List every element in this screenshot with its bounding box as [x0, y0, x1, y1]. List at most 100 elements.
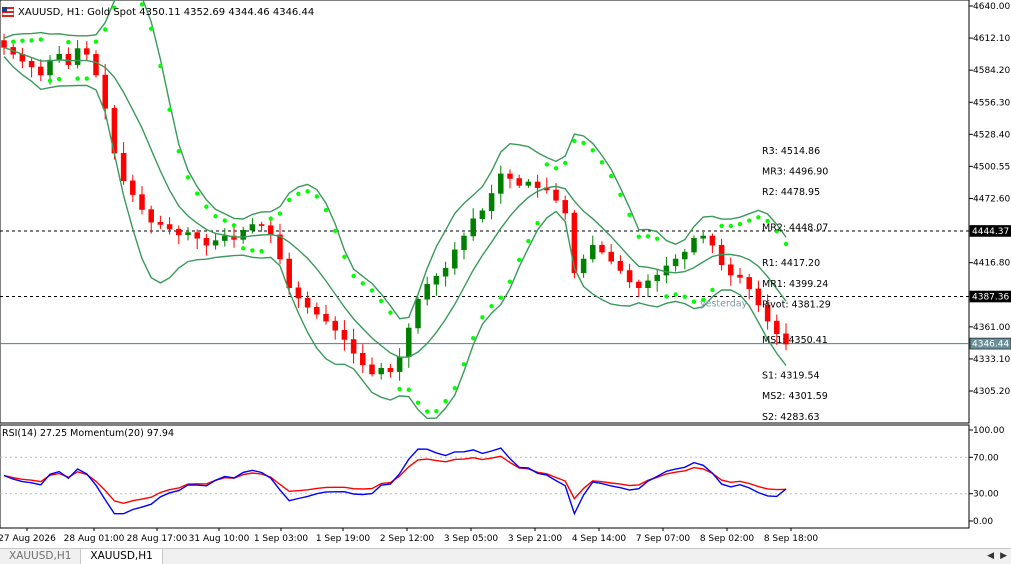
- time-axis-label: 3 Sep 05:00: [444, 534, 499, 544]
- main-frame: [0, 0, 970, 424]
- price-tag-4444: 4444.37: [972, 227, 1009, 237]
- sar-dot: [415, 400, 421, 405]
- candle-body: [479, 210, 486, 219]
- tab-xauusd-h1-first[interactable]: XAUUSD,H1: [0, 549, 82, 564]
- candle-body: [433, 275, 440, 285]
- candle-body: [38, 66, 44, 76]
- price-axis-label: 4305.20: [973, 387, 1010, 397]
- candle-body: [268, 225, 274, 236]
- sar-dot: [259, 248, 264, 254]
- price-axis-label: 4472.60: [973, 195, 1010, 205]
- symbol-info: XAUUSD, H1: Gold Spot 4350.11 4352.69 43…: [18, 6, 315, 18]
- tab-xauusd-h1-active[interactable]: XAUUSD,H1: [81, 549, 163, 564]
- sar-dot: [645, 234, 651, 239]
- scroll-right-icon[interactable]: ▶: [1000, 550, 1007, 561]
- candle-body: [65, 54, 72, 65]
- time-axis-label: 1 Sep 19:00: [316, 534, 371, 544]
- candle-body: [700, 235, 706, 239]
- candle-body: [28, 60, 35, 68]
- candle-body: [166, 224, 173, 230]
- sar-dot: [333, 228, 338, 234]
- price-tag-bid-bg: [969, 337, 1011, 350]
- sar-dot: [581, 140, 586, 146]
- candle-body: [130, 180, 136, 195]
- flag-icon: [1, 6, 15, 18]
- pivot-label: MR1: 4399.24: [762, 279, 828, 290]
- candle-body: [102, 74, 108, 109]
- candle-body: [534, 181, 541, 188]
- pivot-label: MR3: 4496.90: [762, 167, 828, 178]
- sar-dot: [158, 63, 163, 69]
- candle-body: [774, 320, 780, 334]
- sar-dot: [443, 398, 448, 404]
- candle-body: [488, 193, 495, 211]
- candle-body: [516, 178, 522, 186]
- time-axis-label: 28 Aug 01:00: [64, 534, 125, 544]
- sar-dot: [66, 39, 71, 45]
- candle-body: [746, 277, 752, 290]
- sar-dot: [728, 223, 733, 229]
- pivot-label: S2: 4283.63: [762, 412, 820, 423]
- oscillator-frame: [0, 424, 970, 529]
- candle-body: [755, 288, 762, 306]
- candle-body: [562, 200, 568, 214]
- sar-dot: [231, 223, 237, 228]
- candle-body: [378, 367, 384, 375]
- candle-body: [691, 238, 697, 253]
- sar-dot: [627, 212, 632, 218]
- sar-dot: [213, 214, 218, 219]
- osc-axis-label: 100.00: [973, 426, 1005, 436]
- chart-tabs: XAUUSD,H1 XAUUSD,H1: [0, 548, 1011, 564]
- sar-dot: [526, 238, 531, 244]
- scroll-left-icon[interactable]: ◀: [987, 550, 995, 561]
- price-axis-label: 4612.10: [973, 34, 1010, 44]
- sar-dot: [434, 409, 439, 414]
- candle-body: [194, 232, 200, 239]
- pivot-label: MS1: 4350.41: [762, 335, 828, 346]
- price-axis-label: 4584.20: [973, 66, 1010, 76]
- sar-dot: [287, 197, 292, 203]
- sar-dot: [590, 148, 595, 153]
- pivot-label: R1: 4417.20: [762, 258, 820, 269]
- sar-dot: [480, 315, 485, 320]
- time-axis-label: 2 Sep 12:00: [380, 534, 435, 544]
- time-axis-label: 4 Sep 14:00: [572, 534, 627, 544]
- price-axis-label: 4640.00: [973, 2, 1010, 12]
- sar-dot: [250, 248, 255, 253]
- chart-canvas[interactable]: 4640.00 4612.10 4584.20 4556.30 4528.40 4500.…: [0, 0, 1011, 548]
- candle-body: [369, 364, 375, 375]
- sar-dot: [737, 221, 743, 227]
- bollinger-lower: [3, 56, 787, 420]
- sar-dot: [618, 192, 623, 198]
- sar-dot: [425, 409, 430, 414]
- candle-body: [304, 297, 311, 308]
- sar-dot: [774, 229, 779, 234]
- sar-dot: [710, 287, 715, 293]
- sar-dot: [765, 218, 770, 224]
- price-axis-label: 4556.30: [973, 98, 1010, 108]
- candle-body: [764, 304, 771, 322]
- sar-dot: [351, 273, 356, 279]
- candle-body: [682, 251, 688, 260]
- chart-header: XAUUSD, H1: Gold Spot 4350.11 4352.69 43…: [1, 5, 315, 19]
- sar-dot: [38, 37, 43, 42]
- sar-dot: [471, 335, 476, 341]
- candle-body: [525, 181, 532, 186]
- sar-dot: [719, 223, 724, 229]
- candle-body: [360, 353, 366, 366]
- sar-dot: [167, 107, 172, 112]
- pivot-label: MR2: 4448.07: [762, 223, 828, 234]
- candle-body: [341, 330, 348, 340]
- candle-body: [709, 235, 716, 246]
- candle-body: [212, 240, 219, 246]
- candle-body: [387, 367, 394, 372]
- bollinger-upper: [3, 0, 787, 320]
- sar-dot: [176, 148, 181, 154]
- price-chart[interactable]: 4640.00 4612.10 4584.20 4556.30 4528.40 4500.…: [0, 0, 1011, 548]
- candle-body: [47, 59, 53, 76]
- time-axis-label: 3 Sep 21:00: [508, 534, 563, 544]
- pivot-label: Pivot: 4381.29: [762, 300, 831, 311]
- price-axis-label: 4500.55: [973, 162, 1010, 172]
- tab-scroll-controls: ◀ ▶: [987, 548, 1007, 563]
- sar-dot: [655, 236, 660, 241]
